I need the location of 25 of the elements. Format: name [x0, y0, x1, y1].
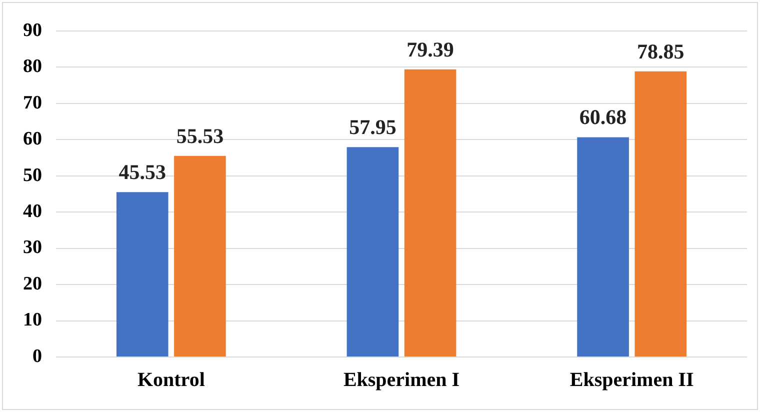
data-label: 78.85: [637, 39, 684, 64]
y-tick-label: 20: [23, 273, 42, 294]
y-tick-label: 30: [23, 237, 42, 258]
x-tick-label: Kontrol: [137, 369, 206, 392]
bar: [346, 147, 399, 356]
bar: [174, 156, 226, 356]
bar: [404, 69, 456, 356]
x-tick-label: Eksperimen I: [343, 369, 460, 392]
data-label: 60.68: [579, 105, 627, 130]
bar: [577, 137, 629, 356]
y-tick-label: 60: [23, 128, 42, 150]
bar: [116, 192, 168, 356]
data-label: 55.53: [176, 124, 224, 148]
y-tick-label: 0: [32, 346, 42, 367]
data-label: 57.95: [349, 115, 396, 140]
x-tick-label: Eksperimen II: [570, 369, 694, 392]
y-tick-label: 40: [23, 201, 42, 222]
data-label: 79.39: [406, 37, 454, 62]
y-tick-label: 50: [23, 164, 42, 186]
y-tick-label: 80: [23, 56, 42, 78]
bar: [634, 71, 687, 356]
y-tick-label: 10: [23, 310, 42, 331]
y-tick-label: 70: [23, 92, 42, 114]
data-label: 45.53: [118, 160, 166, 184]
y-tick-label: 90: [23, 20, 42, 41]
